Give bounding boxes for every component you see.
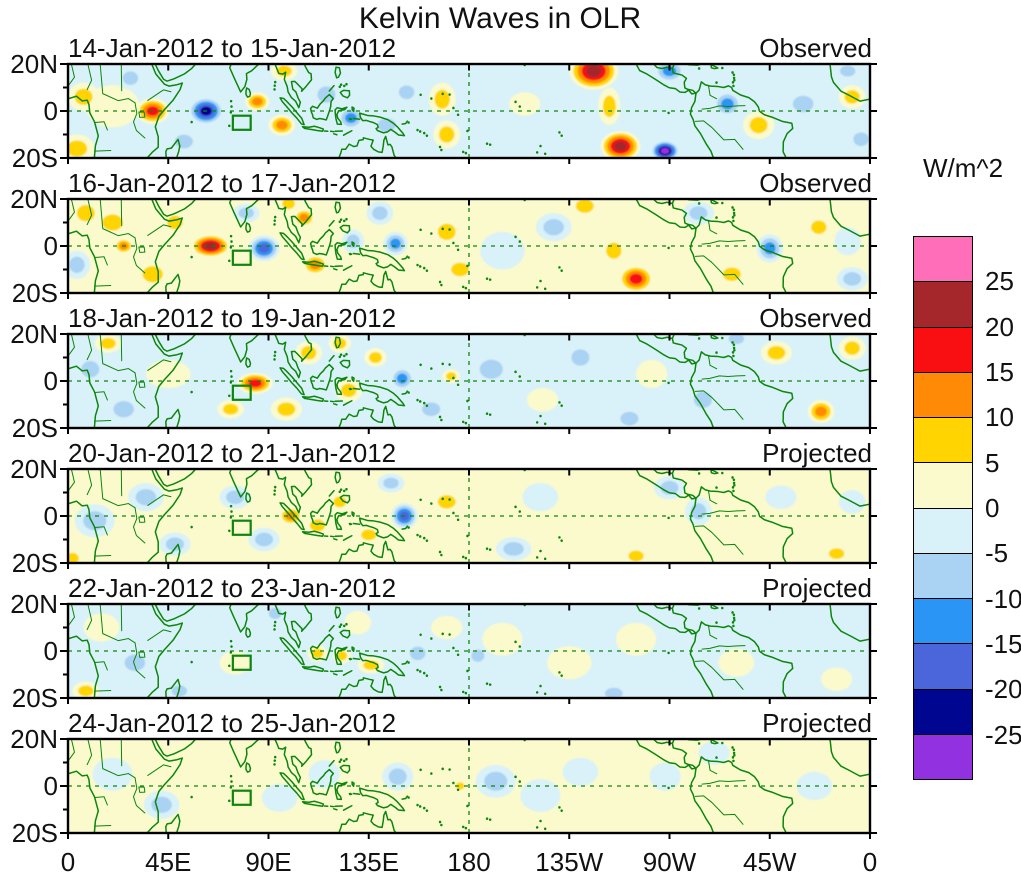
lon-tick-label: 180	[447, 847, 491, 877]
lat-tick-label: 0	[43, 96, 58, 126]
map-panel-1: 14-Jan-2012 to 15-Jan-2012 Observed	[60, 34, 877, 164]
colorbar	[913, 236, 973, 780]
panel-date-range: 16-Jan-2012 to 17-Jan-2012	[68, 168, 397, 198]
lon-tick-label: 45W	[743, 847, 797, 877]
panel-date-range: 18-Jan-2012 to 19-Jan-2012	[68, 303, 397, 333]
panel-mode-label: Projected	[762, 573, 872, 603]
panel-mode-label: Projected	[762, 708, 872, 738]
colorbar-segment	[914, 598, 972, 644]
colorbar-segment	[914, 552, 972, 598]
lon-tick-label: 45E	[145, 847, 192, 877]
figure-title: Kelvin Waves in OLR	[358, 2, 642, 35]
lat-tick-label: 20N	[10, 454, 58, 484]
colorbar-tick-label: -15	[985, 629, 1021, 659]
colorbar-segment	[914, 643, 972, 689]
panel-mode-label: Projected	[762, 438, 872, 468]
panel-date-range: 22-Jan-2012 to 23-Jan-2012	[68, 573, 397, 603]
panel-mode-label: Observed	[759, 303, 872, 333]
lat-tick-label: 20N	[10, 184, 58, 214]
colorbar-segment	[914, 507, 972, 553]
colorbar-tick-label: 15	[985, 357, 1014, 387]
colorbar-segment	[914, 281, 972, 327]
lat-tick-label: 0	[43, 366, 58, 396]
panel-mode-label: Observed	[759, 168, 872, 198]
colorbar-segment	[914, 237, 972, 282]
colorbar-segment	[914, 688, 972, 734]
lat-tick-label: 20S	[11, 548, 58, 578]
lat-tick-label: 0	[43, 231, 58, 261]
lat-tick-label: 20S	[11, 818, 58, 848]
colorbar-tick-label: 5	[985, 447, 1000, 478]
map-panel-5: 22-Jan-2012 to 23-Jan-2012 Projected	[60, 574, 877, 704]
colorbar-segment	[914, 326, 972, 372]
lat-tick-label: 20N	[10, 589, 58, 619]
colorbar-segment	[914, 462, 972, 508]
colorbar-segment	[914, 733, 972, 779]
panel-date-range: 20-Jan-2012 to 21-Jan-2012	[68, 438, 397, 468]
lon-tick-label: 0	[60, 847, 76, 877]
panel-mode-label: Observed	[759, 33, 872, 63]
colorbar-tick-label: 20	[985, 311, 1014, 342]
lat-tick-label: 0	[43, 501, 58, 531]
map-canvas	[60, 197, 877, 299]
panel-date-range: 24-Jan-2012 to 25-Jan-2012	[68, 708, 397, 738]
colorbar-segment	[914, 371, 972, 417]
colorbar-tick-label: -25	[985, 719, 1021, 750]
lat-tick-label: 20S	[11, 278, 58, 308]
map-panel-2: 16-Jan-2012 to 17-Jan-2012 Observed	[60, 169, 877, 299]
lat-tick-label: 0	[43, 636, 58, 666]
map-canvas	[60, 62, 877, 164]
lat-tick-label: 20S	[11, 143, 58, 173]
map-panel-4: 20-Jan-2012 to 21-Jan-2012 Projected	[60, 439, 877, 569]
lat-tick-label: 0	[43, 771, 58, 801]
lon-tick-label: 135W	[535, 847, 604, 877]
map-canvas	[60, 332, 877, 434]
lat-tick-label: 20S	[11, 683, 58, 713]
map-canvas	[60, 737, 877, 839]
lon-tick-label: 135E	[338, 847, 400, 877]
map-panel-3: 18-Jan-2012 to 19-Jan-2012 Observed	[60, 304, 877, 434]
colorbar-units-label: W/m^2	[922, 153, 1004, 183]
colorbar-tick-label: -20	[985, 674, 1021, 705]
lat-tick-label: 20N	[10, 49, 58, 79]
map-panel-6: 24-Jan-2012 to 25-Jan-2012 Projected	[60, 709, 877, 839]
colorbar-tick-label: -10	[985, 583, 1021, 614]
colorbar-tick-label: -5	[985, 538, 1009, 569]
lon-tick-label: 90E	[245, 847, 292, 877]
colorbar-segment	[914, 417, 972, 463]
lat-tick-label: 20N	[10, 724, 58, 754]
colorbar-tick-label: 0	[985, 493, 1000, 523]
lat-tick-label: 20S	[11, 413, 58, 443]
colorbar-tick-label: 10	[985, 402, 1014, 433]
lat-tick-label: 20N	[10, 319, 58, 349]
lon-tick-label: 90W	[642, 847, 697, 877]
panel-date-range: 14-Jan-2012 to 15-Jan-2012	[68, 33, 397, 63]
map-canvas	[60, 602, 877, 704]
lon-tick-label: 0	[862, 847, 878, 877]
map-canvas	[60, 467, 877, 569]
colorbar-tick-label: 25	[985, 266, 1014, 297]
